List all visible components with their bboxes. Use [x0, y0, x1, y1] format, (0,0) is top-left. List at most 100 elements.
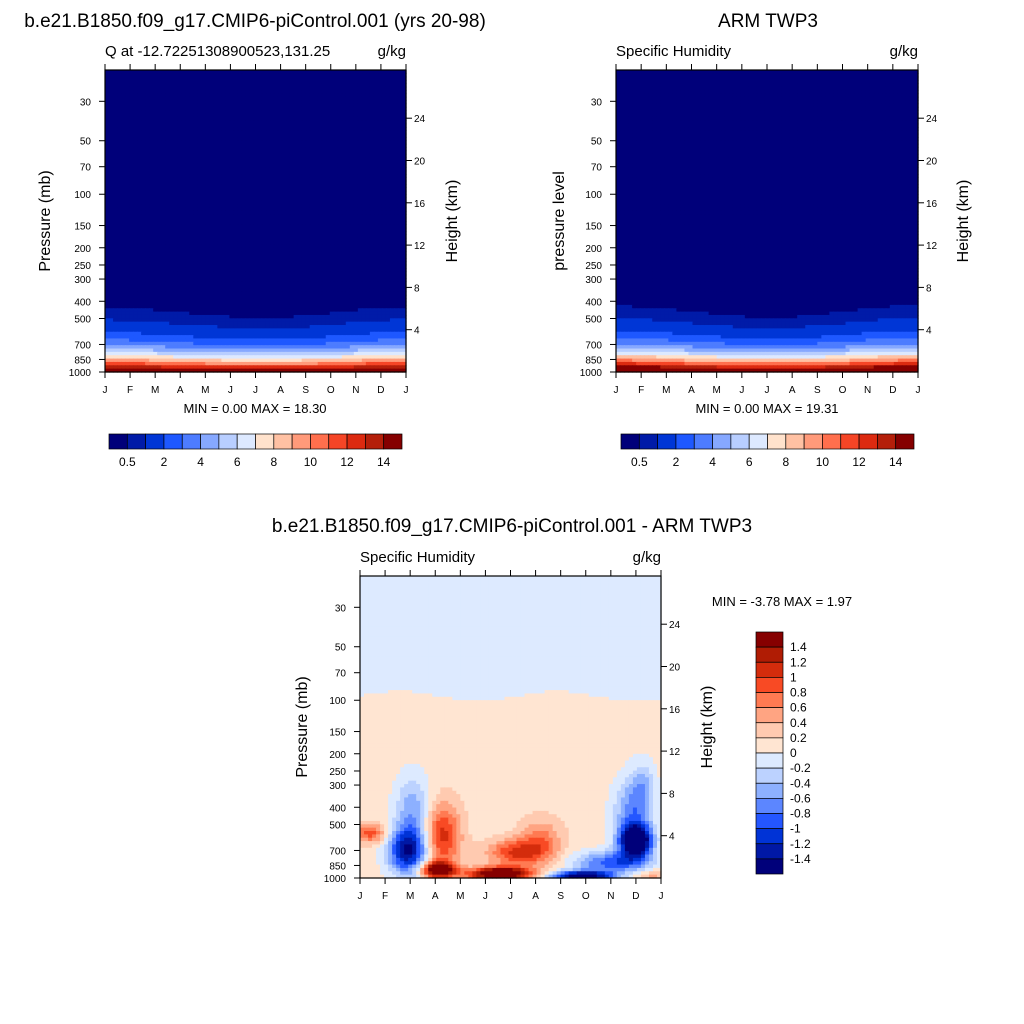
field-cell — [317, 116, 323, 121]
field-cell — [261, 120, 267, 125]
field-cell — [337, 106, 343, 111]
field-cell — [141, 70, 146, 74]
field-cell — [265, 96, 271, 101]
field-cell — [177, 160, 182, 165]
field-cell — [269, 93, 275, 98]
field-cell — [269, 157, 275, 162]
field-cell — [293, 70, 299, 74]
field-cell — [401, 83, 407, 88]
field-cell — [361, 130, 367, 135]
field-cell — [141, 83, 146, 88]
panel-model-y-axis-label: Pressure (mb) — [37, 170, 54, 271]
field-cell — [381, 133, 387, 138]
field-cell — [293, 123, 299, 128]
field-cell — [313, 96, 319, 101]
field-cell — [329, 130, 335, 135]
field-cell — [365, 116, 371, 121]
field-cell — [277, 127, 283, 131]
field-cell — [225, 73, 231, 78]
field-cell — [241, 110, 247, 115]
field-cell — [309, 160, 315, 165]
field-cell — [289, 106, 295, 111]
field-cell — [265, 150, 271, 155]
field-cell — [269, 150, 275, 155]
field-cell — [149, 163, 154, 168]
field-cell — [285, 150, 291, 155]
field-cell — [365, 120, 371, 125]
panel-model: b.e21.B1850.f09_g17.CMIP6-piControl.001 … — [24, 11, 486, 469]
field-cell — [165, 140, 170, 145]
field-cell — [105, 120, 110, 125]
field-cell — [369, 153, 375, 158]
field-cell — [261, 103, 267, 108]
field-cell — [305, 120, 311, 125]
field-cell — [401, 143, 407, 148]
field-cell — [161, 76, 166, 81]
field-cell — [401, 113, 407, 118]
field-cell — [349, 127, 355, 131]
field-cell — [141, 90, 146, 95]
field-cell — [213, 133, 218, 138]
field-cell — [389, 133, 395, 138]
field-cell — [329, 90, 335, 95]
field-cell — [109, 150, 114, 155]
field-cell — [205, 73, 210, 78]
field-cell — [357, 133, 363, 138]
field-cell — [309, 153, 315, 158]
field-cell — [109, 123, 114, 128]
field-cell — [137, 123, 142, 128]
field-cell — [137, 116, 142, 121]
field-cell — [185, 93, 190, 98]
field-cell — [133, 133, 138, 138]
field-cell — [173, 147, 178, 152]
field-cell — [233, 153, 239, 158]
field-cell — [133, 140, 138, 145]
field-cell — [117, 93, 122, 98]
field-cell — [369, 96, 375, 101]
field-cell — [401, 96, 407, 101]
field-cell — [181, 103, 186, 108]
field-cell — [141, 76, 146, 81]
field-cell — [209, 127, 214, 131]
field-cell — [149, 90, 154, 95]
field-cell — [273, 103, 279, 108]
field-cell — [157, 100, 162, 105]
field-cell — [161, 150, 166, 155]
field-cell — [237, 103, 243, 108]
field-cell — [109, 106, 114, 111]
field-cell — [297, 143, 303, 148]
field-cell — [373, 137, 379, 142]
field-cell — [277, 73, 283, 78]
field-cell — [121, 143, 126, 148]
field-cell — [221, 76, 226, 81]
field-cell — [397, 157, 403, 162]
field-cell — [357, 120, 363, 125]
field-cell — [293, 150, 299, 155]
field-cell — [341, 80, 347, 85]
field-cell — [189, 157, 194, 162]
field-cell — [217, 157, 222, 162]
field-cell — [277, 103, 283, 108]
field-cell — [393, 150, 399, 155]
field-cell — [213, 157, 218, 162]
field-cell — [105, 70, 110, 74]
field-cell — [129, 127, 134, 131]
field-cell — [261, 73, 267, 78]
field-cell — [377, 113, 383, 118]
field-cell — [229, 140, 235, 145]
field-cell — [325, 150, 331, 155]
field-cell — [141, 127, 146, 131]
field-cell — [225, 100, 231, 105]
field-cell — [193, 127, 198, 131]
field-cell — [165, 80, 170, 85]
field-cell — [245, 147, 251, 152]
field-cell — [293, 153, 299, 158]
field-cell — [173, 103, 178, 108]
field-cell — [229, 86, 235, 91]
field-cell — [289, 113, 295, 118]
field-cell — [257, 90, 263, 95]
field-cell — [333, 80, 339, 85]
field-cell — [285, 153, 291, 158]
field-cell — [181, 73, 186, 78]
